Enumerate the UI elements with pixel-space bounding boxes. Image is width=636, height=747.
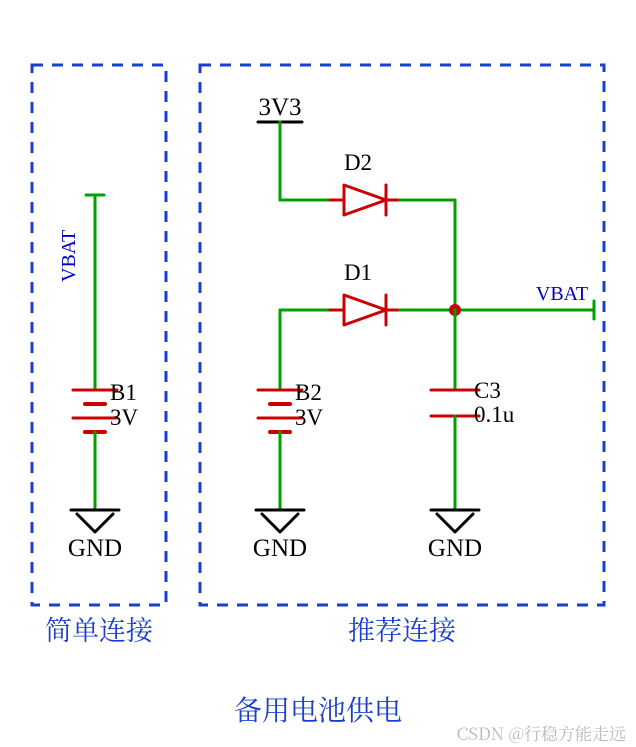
right_circuit.gnd_c3-chevron-icon (437, 514, 473, 532)
right_circuit.b2-ref: B2 (295, 380, 322, 405)
left_circuit.battery-ref: B1 (110, 380, 137, 405)
box-right (200, 65, 604, 605)
right_circuit.gnd_c3-label: GND (428, 535, 482, 562)
right_circuit.b2-val: 3V (295, 405, 324, 430)
watermark-credit: CSDN @行稳方能走远 (457, 720, 626, 745)
caption-title: 备用电池供电 (234, 689, 402, 729)
left_circuit.gnd-chevron-icon (77, 514, 113, 532)
right_circuit.d1-ref: D1 (344, 260, 372, 285)
right_circuit.c3-ref: C3 (474, 378, 501, 403)
caption-right: 推荐连接 (348, 609, 457, 648)
supply-3v3-label: 3V3 (258, 94, 301, 121)
right_circuit.d2-triangle-icon (344, 185, 386, 215)
left_circuit.gnd-label: GND (68, 535, 122, 562)
left_circuit.battery-val: 3V (110, 405, 139, 430)
box-left (32, 65, 166, 605)
caption-left: 简单连接 (45, 609, 154, 648)
left-vbat-net: VBAT (58, 230, 80, 282)
right_circuit.d1-triangle-icon (344, 295, 386, 325)
right_circuit.d2-ref: D2 (344, 150, 372, 175)
right_circuit.c3-val: 0.1u (474, 402, 515, 427)
right_circuit.gnd_b2-label: GND (253, 535, 307, 562)
right-vbat-net: VBAT (536, 283, 588, 305)
right_circuit.gnd_b2-chevron-icon (262, 514, 298, 532)
